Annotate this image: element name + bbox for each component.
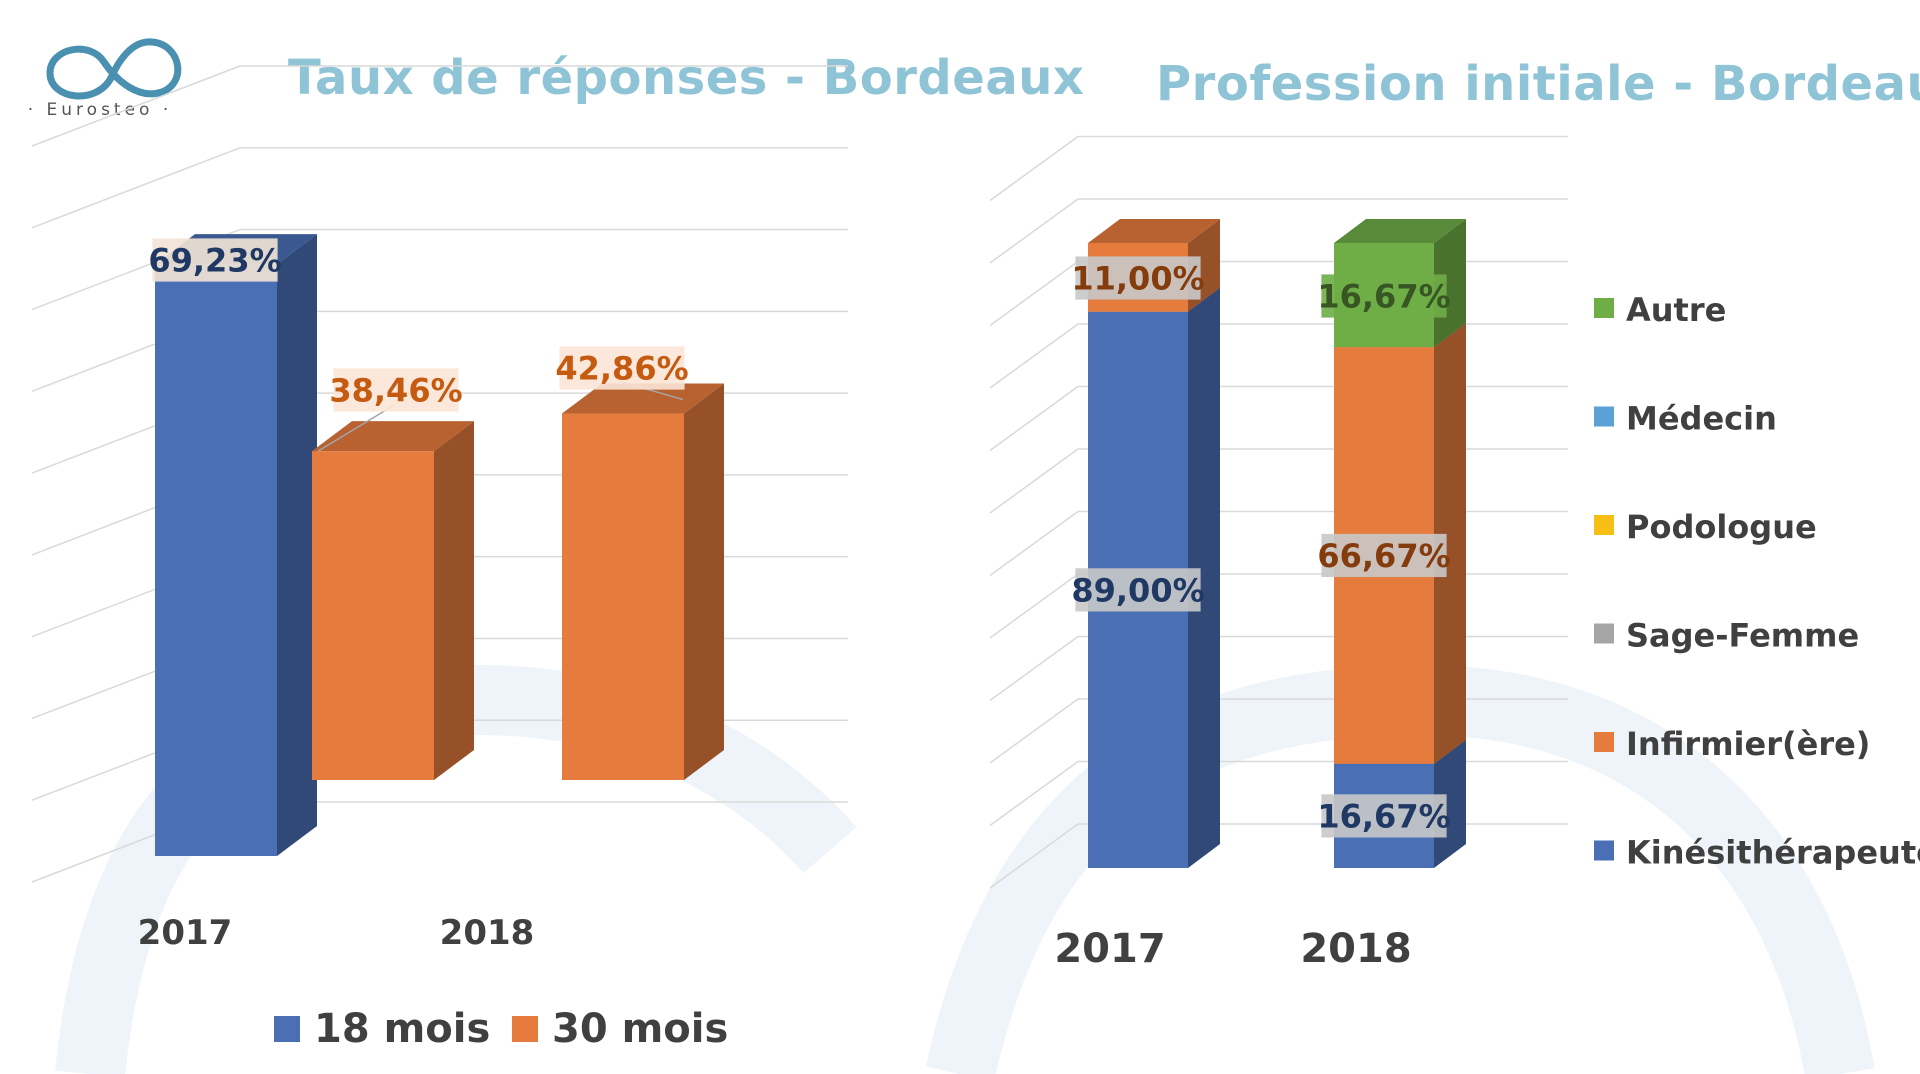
- stack-data-label: 16,67%: [1317, 794, 1451, 838]
- gridline-diagonal: [989, 510, 1079, 577]
- legend-swatch: [1594, 623, 1614, 644]
- legend-label: 18 mois: [314, 1006, 490, 1052]
- gridline-diagonal: [31, 147, 241, 229]
- bar-30-mois-2017: [312, 421, 474, 780]
- legend-swatch: [1594, 840, 1614, 861]
- gridline-diagonal: [989, 573, 1079, 639]
- stack-data-label-bg: [1075, 256, 1201, 300]
- data-label: 38,46%: [329, 368, 463, 412]
- logo-wordmark: · Eurosteo ·: [27, 100, 173, 120]
- gridline-diagonal: [989, 385, 1079, 452]
- stack-data-label: 66,67%: [1317, 533, 1451, 578]
- legend-label: Autre: [1626, 291, 1726, 329]
- legend-label: 30 mois: [552, 1006, 728, 1052]
- bar-30-mois-2017-top: [312, 421, 474, 452]
- stack-data-label: 16,67%: [1317, 274, 1451, 318]
- stack-data-label-bg: [1321, 274, 1447, 318]
- legend-label: Infirmier(ère): [1626, 725, 1870, 763]
- x-tick-label: 2017: [1054, 926, 1165, 972]
- data-label-text: 38,46%: [329, 372, 462, 410]
- stack-data-label-bg: [1321, 794, 1447, 838]
- legend-label: Podologue: [1626, 508, 1817, 546]
- right-gridlines: [989, 135, 1568, 889]
- stack-data-label-bg: [1321, 533, 1447, 578]
- stack-Kinésithérapeute-2017-side: [1188, 287, 1220, 868]
- legend-swatch: [1594, 732, 1614, 752]
- legend-swatch: [1594, 406, 1614, 427]
- stack-data-label-text: 16,67%: [1317, 797, 1450, 835]
- right-legend: Autre Médecin Podologue Sage-Femme Infirmier…: [1594, 291, 1920, 872]
- eurosteo-logo-icon: [46, 38, 182, 100]
- gridline-diagonal: [989, 823, 1079, 889]
- bar-30-mois-2018: [562, 383, 724, 780]
- gridline-diagonal: [989, 448, 1079, 514]
- x-tick-label: 2017: [138, 913, 233, 953]
- bar-30-mois-2017-side: [434, 421, 474, 780]
- gridline-diagonal: [989, 323, 1079, 389]
- bar-18-mois-2017-front: [155, 264, 277, 856]
- stack-data-label-text: 11,00%: [1071, 260, 1204, 298]
- left-legend: 18 mois 30 mois: [274, 1006, 728, 1052]
- bar-30-mois-2018-top: [562, 383, 724, 414]
- chart-title-left: Taux de réponses - Bordeaux: [288, 50, 1085, 106]
- legend-swatch: [274, 1016, 300, 1042]
- stack-data-label-bg: [1075, 568, 1201, 612]
- legend-swatch: [512, 1016, 538, 1042]
- gridline-diagonal: [989, 198, 1079, 264]
- stack-Infirmier(ère)-2018-side: [1434, 323, 1466, 764]
- stack-data-label-text: 16,67%: [1317, 278, 1450, 316]
- data-label-bg: [152, 238, 278, 282]
- gridline-diagonal: [989, 698, 1079, 764]
- stack-Infirmier(ère)-2017-top: [1088, 219, 1220, 243]
- stack-data-label: 11,00%: [1071, 256, 1205, 300]
- data-label: 42,86%: [555, 346, 689, 390]
- gridline-diagonal: [989, 260, 1079, 327]
- gridline-diagonal: [989, 135, 1079, 202]
- gridline-diagonal: [31, 65, 241, 147]
- bar-30-mois-2017-front: [312, 451, 434, 780]
- legend-swatch: [1594, 515, 1614, 535]
- data-label-bg: [559, 346, 685, 390]
- legend-label: Médecin: [1626, 400, 1777, 438]
- right-stacked-bar-chart: 89,00% 11,00% 16,67% 66,67% 16,67% 2017 2018 Au…: [989, 135, 1920, 972]
- legend-label: Sage-Femme: [1626, 617, 1859, 655]
- stack-data-label-text: 89,00%: [1071, 571, 1204, 609]
- gridline-diagonal: [989, 760, 1079, 827]
- bar-30-mois-2018-front: [562, 413, 684, 780]
- chart-title-right: Profession initiale - Bordeaux: [1156, 56, 1920, 112]
- bar-18-mois-2017-side: [277, 234, 317, 856]
- legend-label: Kinésithérapeute: [1626, 834, 1920, 872]
- data-label-text: 42,86%: [555, 350, 688, 388]
- data-label-leader: [317, 403, 397, 452]
- data-label-bg: [333, 368, 459, 412]
- logo-mark: [46, 38, 182, 100]
- data-label: 69,23%: [148, 238, 282, 282]
- x-tick-label: 2018: [1300, 926, 1411, 972]
- stack-data-label-text: 66,67%: [1317, 537, 1450, 575]
- bar-30-mois-2018-side: [684, 383, 724, 780]
- x-tick-label: 2018: [440, 913, 535, 953]
- stack-Autre-2018-top: [1334, 218, 1466, 243]
- legend-swatch: [1594, 298, 1614, 318]
- gridline-diagonal: [989, 635, 1079, 702]
- left-bar-chart: 69,23% 38,46% 42,86% 2017 2018 18 mois 30 mois: [31, 65, 848, 1052]
- bar-18-mois-2017: [155, 234, 317, 856]
- stack-data-label: 89,00%: [1071, 568, 1205, 612]
- data-label-text: 69,23%: [148, 242, 281, 280]
